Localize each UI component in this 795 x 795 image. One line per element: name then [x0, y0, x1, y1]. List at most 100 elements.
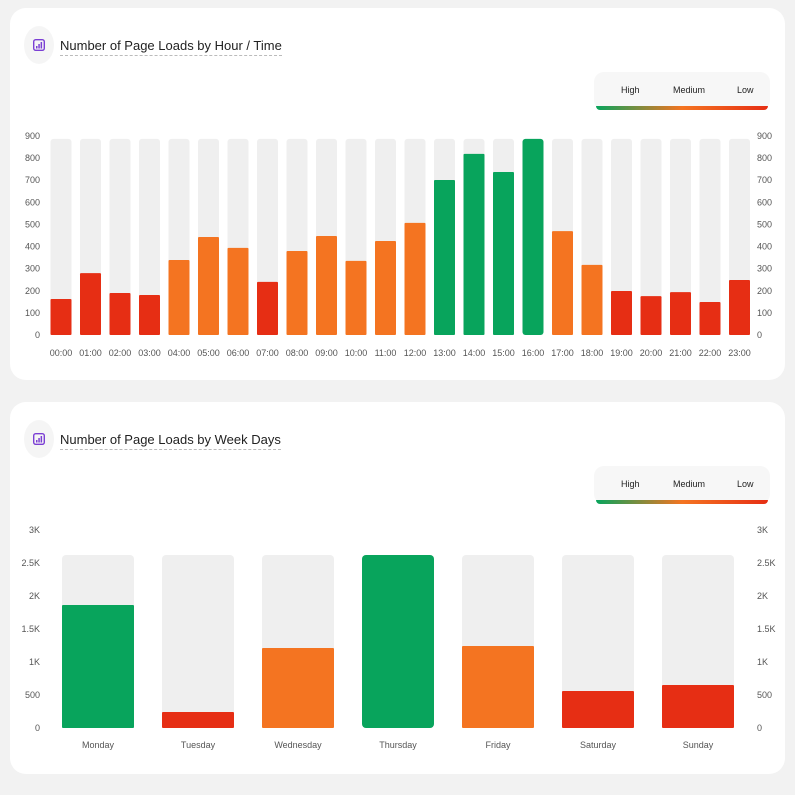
bar-1900: [611, 290, 632, 335]
x-tick-label: 05:00: [197, 348, 220, 358]
x-tick-label: 00:00: [50, 348, 73, 358]
x-tick-label: 23:00: [728, 348, 751, 358]
y-tick-left: 3K: [29, 525, 40, 535]
bar-0500: [198, 237, 219, 335]
bar-1200: [404, 222, 426, 335]
bar-0800: [286, 250, 308, 335]
y-tick-left: 300: [25, 264, 40, 274]
bar-1300: [434, 180, 455, 335]
y-tick-left: 2.5K: [21, 558, 40, 568]
y-tick-right: 2K: [757, 591, 768, 601]
x-tick-label: 06:00: [227, 348, 250, 358]
y-tick-right: 800: [757, 153, 772, 163]
x-tick-label: 15:00: [492, 348, 515, 358]
y-tick-right: 500: [757, 219, 772, 229]
x-tick-label: 13:00: [433, 348, 456, 358]
bar-0900: [316, 235, 337, 335]
bar-1600: [522, 138, 544, 335]
x-tick-label: 12:00: [404, 348, 427, 358]
bar-2000: [640, 296, 662, 335]
x-tick-label: 09:00: [315, 348, 338, 358]
y-tick-left: 0: [35, 723, 40, 733]
bar-wednesday: [262, 648, 334, 728]
bar-0700: [257, 281, 278, 335]
y-tick-right: 700: [757, 175, 772, 185]
x-tick-label: Friday: [485, 740, 511, 750]
y-tick-right: 600: [757, 197, 772, 207]
weekday-bar-chart: 0 0 500 500 1K 1K 1.5K 1.5K 2K 2K 2.5K 2.5K 3K 3K Mond…: [21, 525, 776, 750]
legend-high: High: [621, 85, 640, 95]
y-tick-left: 1K: [29, 657, 40, 667]
y-tick-left: 100: [25, 308, 40, 318]
y-tick-right: 200: [757, 286, 772, 296]
y-tick-right: 1K: [757, 657, 768, 667]
bar-monday: [62, 604, 134, 728]
bar-track: [611, 138, 632, 335]
x-tick-label: 04:00: [168, 348, 191, 358]
chart-title: Number of Page Loads by Hour / Time: [60, 38, 282, 56]
bar-2100: [670, 292, 691, 335]
bar-saturday: [562, 691, 634, 728]
y-tick-right: 2.5K: [757, 558, 776, 568]
x-tick-label: 03:00: [138, 348, 161, 358]
x-tick-label: Thursday: [379, 740, 417, 750]
bar-1500: [493, 172, 514, 335]
y-tick-left: 1.5K: [21, 624, 40, 634]
legend-low: Low: [737, 479, 754, 489]
bar-1100: [375, 241, 396, 335]
y-tick-left: 0: [35, 330, 40, 340]
legend: High Medium Low: [594, 72, 770, 110]
legend-gradient: [596, 500, 768, 504]
y-tick-left: 500: [25, 690, 40, 700]
bar-chart-icon: [24, 420, 54, 458]
bar-track: [640, 138, 662, 335]
bar-track: [50, 138, 72, 335]
bar-0600: [227, 247, 249, 335]
y-tick-left: 800: [25, 153, 40, 163]
bar-0200: [109, 292, 131, 335]
y-tick-left: 700: [25, 175, 40, 185]
bar-thursday: [362, 555, 434, 728]
x-tick-label: Saturday: [580, 740, 617, 750]
y-tick-right: 100: [757, 308, 772, 318]
x-tick-label: 18:00: [581, 348, 604, 358]
bar-0300: [139, 294, 160, 335]
bar-track: [139, 138, 160, 335]
x-tick-label: Wednesday: [274, 740, 322, 750]
y-tick-right: 0: [757, 330, 762, 340]
y-tick-right: 400: [757, 242, 772, 252]
y-tick-left: 400: [25, 242, 40, 252]
bar-tuesday: [162, 712, 234, 728]
bar-friday: [462, 646, 534, 728]
bar-track: [109, 138, 131, 335]
x-tick-label: 17:00: [551, 348, 574, 358]
bar-0400: [168, 260, 190, 335]
bar-2200: [699, 302, 721, 335]
x-tick-label: 14:00: [463, 348, 486, 358]
x-tick-label: 02:00: [109, 348, 132, 358]
x-tick-label: 22:00: [699, 348, 722, 358]
y-tick-left: 2K: [29, 591, 40, 601]
y-tick-right: 900: [757, 131, 772, 141]
bar-1800: [581, 264, 603, 335]
y-tick-right: 300: [757, 264, 772, 274]
y-tick-right: 0: [757, 723, 762, 733]
legend-medium: Medium: [673, 479, 706, 489]
y-tick-left: 500: [25, 219, 40, 229]
bar-track: [162, 555, 234, 728]
weekday-chart-card: Number of Page Loads by Week Days High M…: [10, 402, 785, 774]
legend-gradient: [596, 106, 768, 110]
x-tick-label: 08:00: [286, 348, 309, 358]
y-tick-right: 500: [757, 690, 772, 700]
x-tick-label: 21:00: [669, 348, 692, 358]
y-tick-left: 900: [25, 131, 40, 141]
bar-track: [662, 555, 734, 728]
bar-2300: [729, 279, 750, 335]
legend-medium: Medium: [673, 85, 706, 95]
hourly-bar-chart: 0 0 100 100 200 200 300 300 400 400 500 500 600 600 70…: [25, 131, 772, 358]
y-tick-left: 200: [25, 286, 40, 296]
x-tick-label: 19:00: [610, 348, 633, 358]
hourly-chart-card: Number of Page Loads by Hour / Time High…: [10, 8, 785, 380]
x-tick-label: 20:00: [640, 348, 663, 358]
x-tick-label: 07:00: [256, 348, 279, 358]
